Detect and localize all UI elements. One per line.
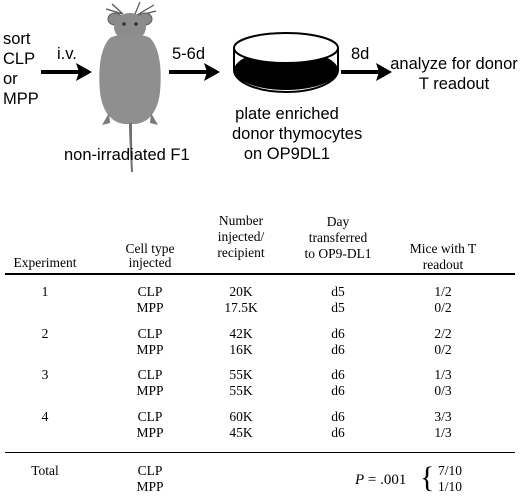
cell-type: MPP	[136, 425, 164, 440]
interval-label: 8d	[351, 45, 370, 63]
day-transferred: d6	[331, 425, 345, 440]
total-label: Total	[31, 463, 59, 478]
header-experiment: Experiment	[13, 255, 77, 270]
brace-icon: {	[420, 461, 435, 494]
p-symbol: P	[355, 472, 365, 488]
number-injected: 60K	[229, 409, 253, 424]
header-number: Number injected/ recipient	[217, 213, 265, 260]
number-injected: 17.5K	[224, 300, 258, 315]
experiment-number: 4	[41, 409, 49, 424]
arrow-right-icon	[341, 63, 392, 81]
day-transferred: d5	[331, 300, 345, 315]
experiment-number: 3	[41, 367, 49, 382]
mice-readout: 0/2	[434, 342, 452, 357]
total-readout: 1/10	[437, 479, 462, 494]
number-injected: 42K	[229, 326, 253, 341]
recipient-label: non-irradiated F1	[64, 146, 190, 164]
mice-readout: 0/2	[434, 300, 452, 315]
interval-label: 5-6d	[172, 45, 206, 63]
cell-type: MPP	[136, 300, 164, 315]
total-cell-type: CLP	[137, 463, 163, 478]
total-cell-type: MPP	[136, 479, 164, 494]
day-transferred: d6	[331, 383, 345, 398]
total-rule	[5, 452, 515, 453]
schematic-graphics	[41, 1, 392, 172]
arrow-right-icon	[41, 63, 92, 81]
cell-type: CLP	[137, 367, 163, 382]
cell-type: CLP	[137, 326, 163, 341]
outcome-label: analyze for donor T readout	[390, 55, 518, 93]
experiment-number: 2	[41, 326, 49, 341]
mice-readout: 0/3	[434, 383, 452, 398]
mice-readout: 1/2	[434, 284, 452, 299]
experiment-schematic: sort CLP or MPP i.v.	[0, 0, 520, 175]
mouse-icon	[99, 1, 161, 172]
day-transferred: d6	[331, 342, 345, 357]
mice-readout: 1/3	[434, 425, 452, 440]
route-label: i.v.	[57, 45, 77, 63]
total-readout: 7/10	[437, 463, 462, 478]
header-rule	[5, 273, 515, 275]
number-injected: 45K	[229, 425, 253, 440]
mice-readout: 1/3	[434, 367, 452, 382]
day-transferred: d6	[331, 367, 345, 382]
culture-plate-icon	[233, 32, 339, 93]
mice-readout: 2/2	[434, 326, 452, 341]
number-injected: 16K	[229, 342, 253, 357]
results-table: Experiment Cell type injected Number inj…	[0, 212, 520, 497]
mice-readout: 3/3	[434, 409, 452, 424]
cell-type: CLP	[137, 409, 163, 424]
day-transferred: d6	[331, 409, 345, 424]
header-mice: Mice with T readout	[409, 241, 477, 272]
header-day: Day transferred to OP9-DL1	[304, 214, 372, 261]
number-injected: 55K	[229, 367, 253, 382]
p-value: P = .001	[355, 472, 406, 488]
day-transferred: d6	[331, 326, 345, 341]
source-label: sort CLP or MPP	[3, 30, 39, 108]
experiment-number: 1	[41, 284, 49, 299]
number-injected: 20K	[229, 284, 253, 299]
cell-type: MPP	[136, 383, 164, 398]
cell-type: MPP	[136, 342, 164, 357]
arrow-right-icon	[169, 63, 220, 81]
header-cell-type: Cell type injected	[125, 241, 175, 270]
number-injected: 55K	[229, 383, 253, 398]
plate-label: plate enriched donor thymocytes on OP9DL…	[232, 105, 363, 163]
p-number: = .001	[364, 472, 407, 488]
day-transferred: d5	[331, 284, 345, 299]
cell-type: CLP	[137, 284, 163, 299]
